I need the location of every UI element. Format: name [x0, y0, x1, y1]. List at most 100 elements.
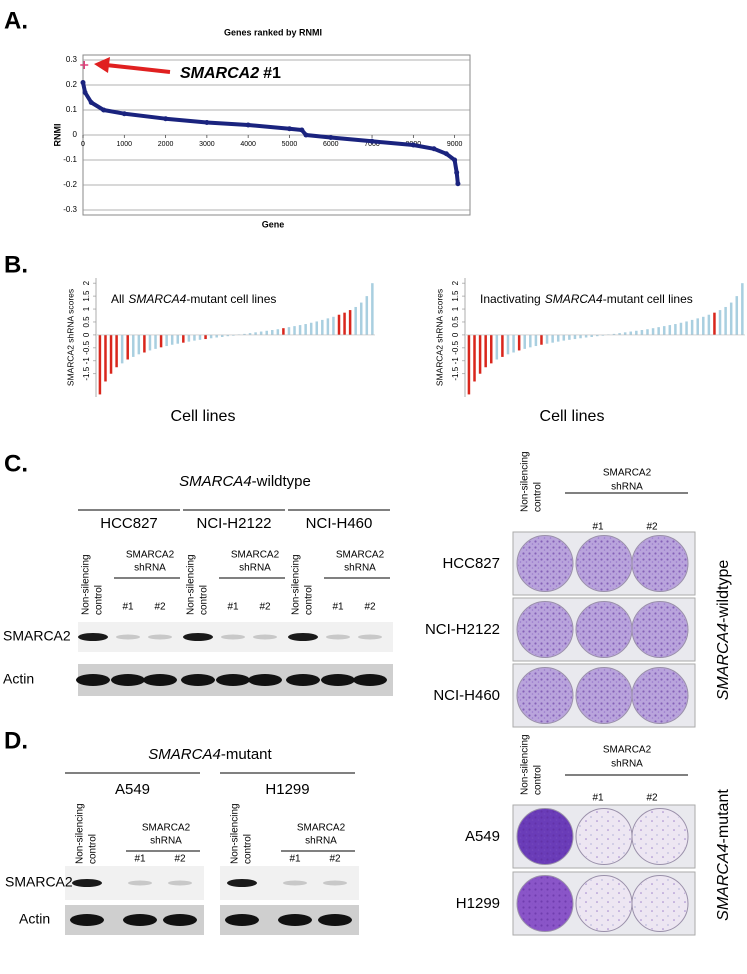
y-axis-label: RNMI	[52, 124, 62, 147]
bar	[254, 332, 257, 335]
gene-point	[286, 126, 292, 132]
chart-annotation-part: -mutant cell lines	[603, 292, 693, 306]
bar	[243, 333, 246, 335]
gene-point	[455, 181, 461, 187]
bar	[293, 326, 296, 335]
y-tick-label: 1.5	[82, 290, 91, 302]
hairpin-label: #2	[646, 522, 658, 533]
x-axis-label: Cell lines	[171, 408, 236, 425]
bar	[707, 314, 711, 335]
y-tick-label: 0	[82, 332, 91, 337]
blot-label: SMARCA2	[5, 874, 73, 890]
lane-label: Non-silencing	[291, 554, 302, 615]
bar	[601, 334, 605, 336]
bar	[556, 334, 560, 342]
x-tick-label: 0	[81, 141, 85, 148]
colonies	[518, 876, 572, 931]
gene-point	[204, 120, 210, 125]
y-tick-label: 1	[82, 306, 91, 311]
colonies	[577, 876, 631, 931]
x-tick-label: 7000	[364, 141, 380, 148]
bar	[120, 334, 124, 364]
band-faint	[221, 634, 245, 640]
bar	[674, 324, 677, 335]
y-tick-label: 0.5	[82, 316, 91, 328]
colonies	[518, 668, 572, 723]
gene-point	[299, 127, 305, 133]
hairpin-label: #1	[592, 522, 604, 533]
cell-line-header: A549	[115, 781, 150, 798]
y-tick-label: -1.5	[451, 366, 460, 380]
bar	[354, 306, 357, 335]
band	[70, 914, 104, 926]
bar	[371, 283, 374, 335]
plate-row-label: NCI-H2122	[425, 621, 500, 638]
bar	[232, 334, 235, 336]
bar	[282, 328, 285, 335]
y-tick-label: -0.5	[82, 340, 91, 354]
bar	[512, 334, 515, 353]
band	[353, 674, 387, 686]
bar	[635, 330, 638, 335]
cell-line-header: NCI-H2122	[196, 515, 271, 532]
bar	[321, 319, 324, 335]
plate-header: control	[533, 482, 544, 512]
bar	[220, 334, 224, 337]
hairpin-label: #2	[174, 854, 186, 865]
chart-annotation: All SMARCA4-mutant cell lines	[111, 292, 276, 306]
gene-point	[101, 107, 107, 113]
bar	[685, 321, 688, 335]
lane-label: Non-silencing	[75, 803, 86, 864]
bar	[612, 333, 616, 335]
shrna-label: shRNA	[134, 563, 166, 574]
colonies	[518, 809, 572, 864]
gene-point	[452, 157, 458, 163]
y-tick-label: 0	[451, 332, 460, 337]
bar	[365, 296, 369, 335]
gene-point	[88, 100, 94, 105]
plate-row-label: HCC827	[442, 555, 500, 572]
lane-label: control	[199, 585, 210, 615]
bar	[109, 334, 113, 374]
y-tick-label: -1	[451, 357, 460, 365]
band	[76, 674, 110, 686]
band	[123, 914, 157, 926]
bar	[579, 334, 582, 339]
blot-label: Actin	[19, 911, 50, 927]
panel-label: B.	[4, 251, 28, 278]
shrna-label: SMARCA2	[142, 823, 191, 834]
gene-point	[431, 146, 437, 152]
highlight-point	[80, 61, 89, 69]
panel-label: C.	[4, 450, 28, 477]
bar	[332, 316, 335, 335]
bar	[473, 334, 476, 382]
bar	[126, 334, 129, 360]
bar	[662, 326, 666, 335]
band	[227, 879, 257, 887]
hairpin-label: #1	[332, 602, 344, 613]
panel-label: A.	[4, 7, 28, 34]
band	[225, 914, 259, 926]
annotation-part: SMARCA2	[180, 65, 259, 82]
gene-point	[80, 80, 86, 85]
panel-title: SMARCA4-wildtype	[179, 473, 311, 490]
hairpin-label: #2	[646, 793, 658, 804]
bar	[489, 334, 493, 364]
y-tick-label: 0	[73, 130, 78, 139]
shrna-label: SMARCA2	[336, 550, 385, 561]
y-tick-label: -1	[82, 357, 91, 365]
bar	[165, 334, 168, 347]
lane-label: control	[243, 834, 254, 864]
bar	[132, 334, 135, 357]
plate-row-label: NCI-H460	[433, 687, 500, 704]
band	[143, 674, 177, 686]
bar	[713, 312, 716, 335]
bar	[104, 334, 107, 382]
bar	[115, 334, 118, 368]
band-faint	[116, 634, 140, 640]
hairpin-label: #1	[134, 854, 146, 865]
gene-point	[328, 135, 334, 140]
colonies	[633, 668, 687, 723]
bar	[495, 334, 499, 360]
